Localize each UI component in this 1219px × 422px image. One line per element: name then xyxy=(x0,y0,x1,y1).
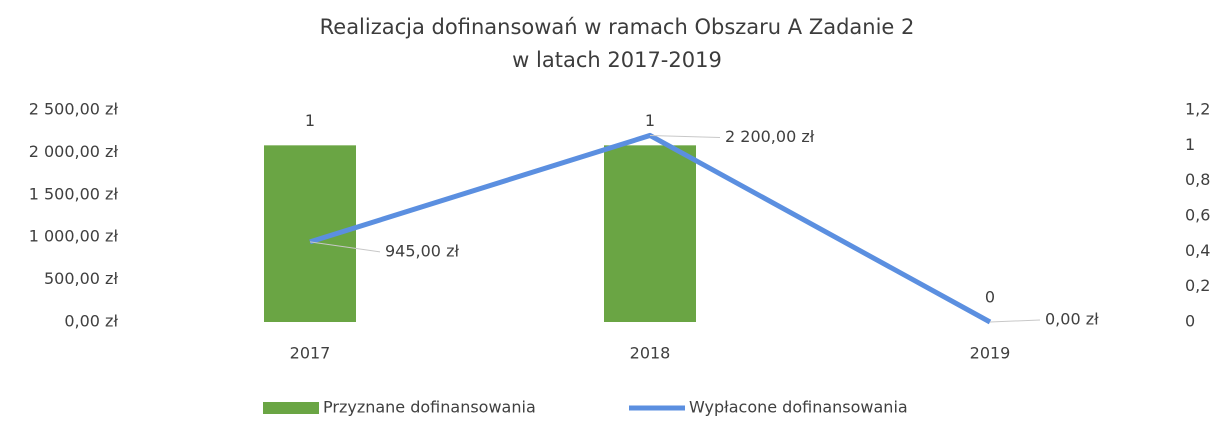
leader-line xyxy=(309,241,381,253)
legend-label: Przyznane dofinansowania xyxy=(323,398,536,417)
y-tick-label: 0,4 xyxy=(1185,241,1210,260)
data-label: 945,00 zł xyxy=(385,241,459,260)
y-tick-label: 1 500,00 zł xyxy=(29,184,119,203)
bar-label: 1 xyxy=(305,111,315,130)
bar-label: 1 xyxy=(645,111,655,130)
legend-swatch xyxy=(263,402,319,414)
y-tick-label: 0,00 zł xyxy=(64,312,118,331)
leader-line xyxy=(649,134,721,138)
leader-line xyxy=(989,319,1041,323)
x-tick-label: 2019 xyxy=(970,344,1011,363)
y-tick-label: 1 000,00 zł xyxy=(29,227,119,246)
legend-label: Wypłacone dofinansowania xyxy=(689,398,908,417)
y-tick-label: 500,00 zł xyxy=(44,269,118,288)
y-tick-label: 0 xyxy=(1185,312,1195,331)
y-tick-label: 2 500,00 zł xyxy=(29,100,119,119)
data-label: 2 200,00 zł xyxy=(725,127,815,146)
x-tick-label: 2017 xyxy=(290,344,331,363)
data-label: 0,00 zł xyxy=(1045,310,1099,329)
y-tick-label: 0,8 xyxy=(1185,170,1210,189)
y-tick-label: 0,6 xyxy=(1185,206,1210,225)
chart-title: Realizacja dofinansowań w ramach Obszaru… xyxy=(320,15,915,39)
y-tick-label: 1 xyxy=(1185,135,1195,154)
y-tick-label: 1,2 xyxy=(1185,100,1210,119)
bar xyxy=(604,145,696,322)
x-tick-label: 2018 xyxy=(630,344,671,363)
y-tick-label: 2 000,00 zł xyxy=(29,142,119,161)
bar-label: 0 xyxy=(985,288,995,307)
chart-title: w latach 2017-2019 xyxy=(512,48,722,72)
y-tick-label: 0,2 xyxy=(1185,276,1210,295)
